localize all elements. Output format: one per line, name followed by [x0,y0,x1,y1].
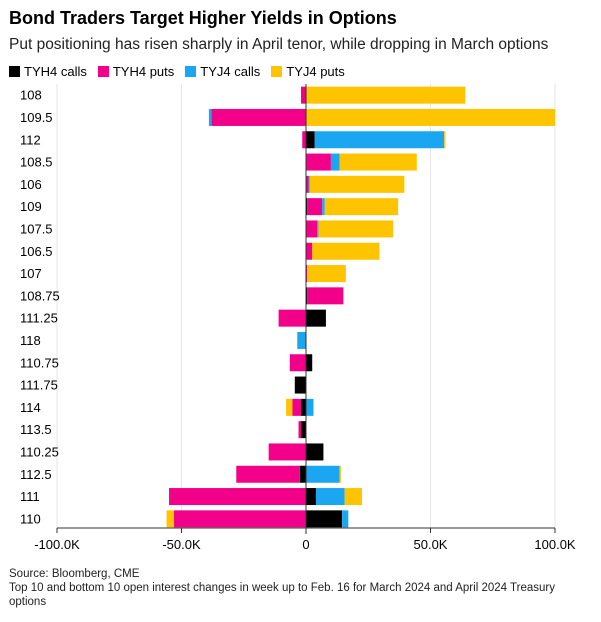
legend-swatch-tyh4-puts [97,65,109,77]
bar-111-25-tyh4-puts [278,309,306,327]
bar-107-tyj4-puts [307,265,346,283]
bar-107-5-tyj4-puts [318,220,394,238]
category-label-106: 106 [20,177,42,192]
bar-112-5-tyh4-puts [236,465,300,483]
bar-106-tyh4-puts [306,175,309,193]
x-tick-label-50-0k: -50.0K [162,537,201,552]
source-note: Source: Bloomberg, CME [9,568,140,580]
legend-swatch-tyj4-calls [185,65,197,77]
category-label-106-5: 106.5 [20,244,53,259]
legend-swatch-tyh4-calls [9,65,20,77]
bar-112-tyj4-calls [314,131,445,149]
bar-111-tyj4-calls [315,488,345,506]
legend-item-tyj4-calls: TYJ4 calls [185,64,260,79]
bar-112-5-tyj4-calls [306,465,340,483]
bar-112-5-tyj4-puts [339,465,341,483]
bar-111-75-tyh4-calls [294,376,306,394]
category-label-114: 114 [20,400,41,415]
category-label-109: 109 [20,199,42,214]
bar-109-tyj4-calls [322,198,325,216]
bar-110-tyj4-puts [166,510,175,528]
bar-110-75-tyh4-puts [289,354,306,372]
bar-109-tyj4-puts [324,198,399,216]
bar-109-5-tyj4-calls [208,108,212,126]
bar-109-tyh4-puts [307,198,323,216]
category-label-112-5: 112.5 [20,467,52,482]
x-tick-label-0: 0 [302,537,309,552]
x-tick-label-100-0k: 100.0K [534,537,576,552]
chart-footer: Source: Bloomberg, CME Top 10 and bottom… [9,567,594,609]
category-label-111-75: 111.75 [20,378,58,393]
bar-106-5-tyj4-puts [312,242,380,260]
bar-112-5-tyh4-calls [299,465,306,483]
bar-111-tyh4-puts [169,488,306,506]
category-label-110-75: 110.75 [20,355,59,370]
chart-title: Bond Traders Target Higher Yields in Opt… [9,8,397,28]
bar-112-tyh4-puts [302,131,306,149]
bar-108-75-tyh4-calls [306,287,308,305]
bar-108-5-tyj4-puts [339,153,417,171]
bar-114-tyh4-calls [301,398,306,416]
category-label-108-5: 108.5 [20,155,53,170]
bar-110-tyh4-calls [306,510,343,528]
category-label-109-5: 109.5 [20,110,53,125]
bar-110-25-tyh4-puts [268,443,306,461]
bar-106-5-tyh4-puts [306,242,313,260]
bar-107-5-tyj4-calls [317,220,319,238]
category-label-113-5: 113.5 [20,422,52,437]
category-label-110-25: 110.25 [20,444,59,459]
chart-subtitle: Put positioning has risen sharply in Apr… [9,36,549,53]
category-label-111-25: 111.25 [20,311,58,326]
chart-legend: TYH4 calls TYH4 puts TYJ4 calls TYJ4 put… [9,62,356,80]
bar-106-tyj4-puts [309,175,405,193]
legend-item-tyj4-puts: TYJ4 puts [271,64,345,79]
bar-107-tyh4-puts [306,265,308,283]
bar-109-5-tyh4-puts [211,108,306,126]
legend-label-tyj4-calls: TYJ4 calls [200,63,261,79]
bar-110-25-tyh4-calls [306,443,324,461]
bar-114-tyj4-calls [306,398,314,416]
bar-112-tyh4-calls [306,131,315,149]
bar-111-25-tyh4-calls [306,309,326,327]
bar-109-tyh4-calls [306,198,308,216]
bar-118-tyj4-calls [297,331,306,349]
bar-107-5-tyh4-puts [306,220,318,238]
bar-108-tyh4-puts [301,86,306,104]
bar-108-tyj4-puts [306,86,466,104]
category-label-107-5: 107.5 [20,221,53,236]
legend-item-tyh4-calls: TYH4 calls [9,64,87,79]
category-label-108: 108 [20,88,42,103]
category-label-107: 107 [20,266,42,281]
category-label-111: 111 [20,489,40,504]
bar-113-5-tyh4-puts [298,421,302,439]
bar-114-tyj4-puts [286,398,293,416]
footnote: Top 10 and bottom 10 open interest chang… [9,582,555,608]
bar-110-tyj4-calls [342,510,349,528]
bar-108-5-tyj4-calls [330,153,340,171]
bar-109-5-tyj4-puts [306,108,555,126]
bar-110-tyh4-puts [174,510,306,528]
category-label-112: 112 [20,132,41,147]
bar-114-tyh4-puts [292,398,302,416]
bar-112-tyj4-puts [444,131,446,149]
category-label-118: 118 [20,333,41,348]
x-tick-label-100-0k: -100.0K [34,537,80,552]
legend-label-tyj4-puts: TYJ4 puts [286,63,345,79]
legend-label-tyh4-calls: TYH4 calls [24,63,87,79]
bar-113-5-tyh4-calls [301,421,306,439]
legend-item-tyh4-puts: TYH4 puts [97,63,175,79]
bar-106-tyj4-calls [308,175,310,193]
bar-108-5-tyh4-puts [306,153,331,171]
bar-110-75-tyh4-calls [306,354,313,372]
bar-111-tyh4-calls [306,488,316,506]
legend-label-tyh4-puts: TYH4 puts [112,63,175,79]
x-tick-label-50-0k: 50.0K [414,537,448,552]
category-label-110: 110 [20,511,41,526]
category-label-108-75: 108.75 [20,288,60,303]
bar-111-tyj4-puts [344,488,363,506]
legend-swatch-tyj4-puts [271,65,283,77]
bar-108-75-tyh4-puts [307,287,344,305]
